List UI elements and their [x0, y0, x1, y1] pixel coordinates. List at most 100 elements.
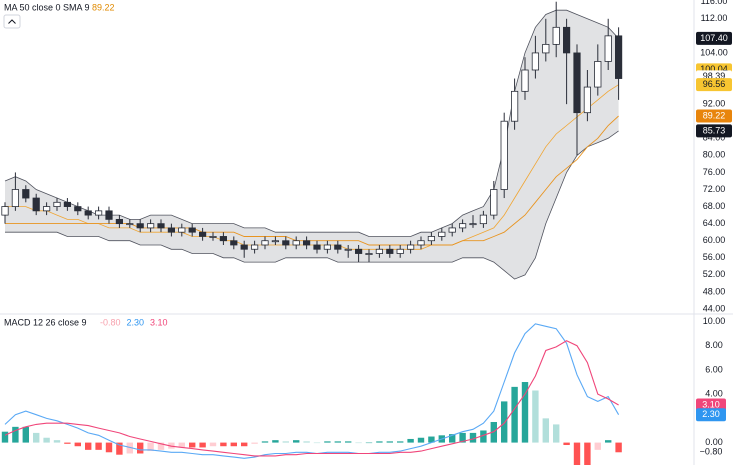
histogram-bar: [74, 442, 81, 447]
value-tag: [696, 408, 726, 422]
histogram-bar: [563, 442, 570, 446]
value-tag: [696, 109, 732, 123]
y-tick-label: 112.00: [701, 13, 728, 23]
macd-line: [4, 340, 619, 457]
candle-body: [469, 223, 477, 226]
histogram-bar: [594, 442, 601, 450]
candle-body: [583, 86, 592, 114]
histogram-bar: [365, 442, 373, 444]
histogram-bar: [615, 442, 622, 453]
candle-body: [604, 35, 612, 62]
histogram-bar: [521, 382, 529, 443]
y-tick-label: 52.00: [703, 269, 726, 279]
candle-body: [292, 240, 300, 246]
y-tick-label: 4.00: [705, 389, 723, 399]
macd-line: [4, 323, 620, 459]
value-tag-label: 98.39: [703, 71, 726, 81]
candle-body: [74, 206, 82, 212]
macd-legend-value: 2.30: [127, 317, 145, 327]
histogram-bar: [584, 442, 591, 470]
histogram-bar: [137, 442, 144, 454]
y-tick-label: 104.00: [700, 47, 728, 57]
histogram-bar: [85, 442, 92, 450]
candle-body: [250, 244, 259, 250]
candle-body: [615, 35, 623, 79]
candle-body: [282, 240, 290, 246]
collapse-icon: [8, 19, 16, 24]
ma-legend-label: MA 50 close 0 SMA 9: [4, 2, 90, 12]
histogram-bar: [261, 441, 269, 443]
histogram-bar: [355, 442, 362, 444]
histogram-bar: [272, 440, 279, 443]
candle-body: [438, 231, 446, 237]
macd-legend-value: 3.10: [150, 317, 168, 327]
candle-body: [167, 227, 175, 233]
candle-body: [63, 201, 71, 207]
value-tag-label: 100.04: [700, 64, 728, 74]
value-tag-label: 89.22: [703, 110, 726, 120]
histogram-bar: [345, 441, 352, 443]
candle-body: [115, 218, 123, 225]
candle-body: [448, 227, 456, 233]
candle-body: [53, 201, 61, 207]
histogram-bar: [376, 441, 383, 443]
candle-body: [406, 244, 415, 250]
y-tick-label: 48.00: [703, 286, 726, 296]
value-tag: [696, 31, 732, 45]
ma-legend-value: 89.22: [92, 2, 115, 12]
histogram-bar: [397, 441, 404, 443]
candle-body: [178, 227, 186, 233]
value-tag-label: 85.73: [703, 125, 726, 135]
value-tag-label: −0.80: [700, 447, 723, 457]
candle-body: [261, 240, 269, 246]
value-tag: [696, 124, 732, 138]
candle-body: [552, 26, 560, 45]
band-basis: [5, 84, 619, 250]
y-tick-label: 80.00: [703, 150, 726, 160]
candle-body: [417, 240, 425, 246]
candle-body: [500, 120, 508, 190]
candle-body: [32, 197, 40, 212]
histogram-bar: [220, 442, 227, 447]
histogram-bar: [1, 431, 9, 443]
candle-body: [240, 244, 248, 250]
histogram-bar: [459, 432, 466, 443]
candle-body: [334, 244, 342, 250]
candle-body: [188, 227, 196, 233]
candle-body: [95, 210, 103, 216]
y-tick-label: 84.00: [703, 133, 726, 143]
histogram-bar: [230, 442, 237, 447]
histogram-bar: [241, 442, 248, 447]
candle-body: [302, 240, 311, 246]
histogram-bar: [303, 441, 310, 443]
histogram-bar: [501, 401, 508, 443]
value-tag-label: 96.56: [703, 79, 726, 89]
candle-body: [563, 26, 571, 54]
candle-body: [230, 240, 238, 246]
histogram-bar: [293, 440, 300, 443]
candle-body: [396, 248, 404, 254]
histogram-bar: [490, 421, 497, 443]
histogram-bar: [116, 442, 123, 455]
histogram-bar: [449, 434, 456, 443]
y-tick-label: 116.00: [701, 0, 728, 6]
candle-body: [490, 189, 498, 216]
histogram-bar: [282, 441, 289, 443]
histogram-bar: [469, 432, 477, 443]
y-tick-label: 76.00: [703, 167, 726, 177]
candle-body: [136, 223, 144, 229]
value-tag-label: 107.40: [700, 33, 728, 43]
overlay: MA 50 close 0 SMA 9 89.22 MACD 12 26 clo…: [3, 2, 115, 327]
histogram-bar: [605, 440, 612, 443]
candle-body: [594, 61, 602, 88]
candle-body: [479, 214, 488, 225]
y-tick-label: 6.00: [705, 364, 723, 374]
histogram-bar: [157, 442, 165, 450]
y-tick-label: 92.00: [703, 99, 726, 109]
candle-body: [313, 244, 321, 250]
candle-body: [323, 244, 332, 250]
collapse-button[interactable]: [3, 14, 21, 29]
value-tag: [696, 78, 732, 92]
candle-body: [22, 189, 30, 199]
